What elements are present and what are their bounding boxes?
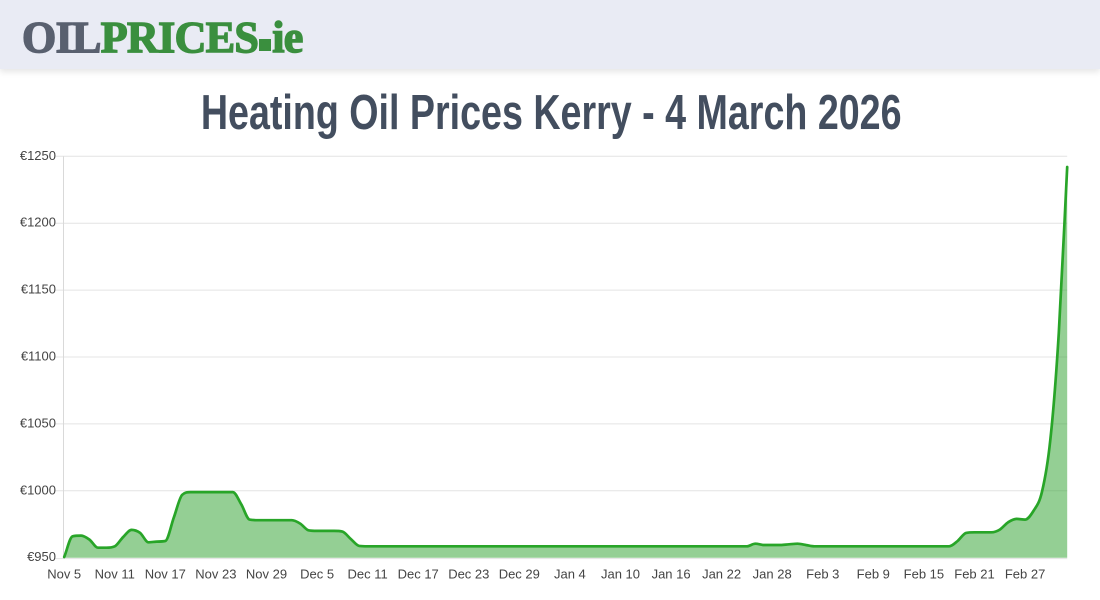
svg-text:Nov 11: Nov 11 bbox=[95, 567, 135, 582]
svg-text:Feb 21: Feb 21 bbox=[954, 567, 994, 582]
svg-text:Dec 11: Dec 11 bbox=[347, 567, 387, 582]
svg-text:Jan 22: Jan 22 bbox=[702, 567, 741, 582]
svg-text:Dec 17: Dec 17 bbox=[398, 567, 439, 582]
svg-text:Feb 3: Feb 3 bbox=[806, 567, 839, 582]
svg-text:Jan 4: Jan 4 bbox=[554, 567, 586, 582]
svg-text:Dec 29: Dec 29 bbox=[499, 567, 540, 582]
svg-text:Nov 17: Nov 17 bbox=[145, 567, 186, 582]
svg-text:€1050: €1050 bbox=[20, 415, 56, 430]
svg-text:€1250: €1250 bbox=[20, 148, 56, 163]
svg-text:Nov 23: Nov 23 bbox=[195, 567, 236, 582]
svg-text:Jan 16: Jan 16 bbox=[652, 567, 691, 582]
svg-text:€1150: €1150 bbox=[21, 282, 56, 297]
svg-text:Nov 5: Nov 5 bbox=[47, 567, 81, 582]
svg-text:€950: €950 bbox=[27, 549, 56, 564]
svg-text:Dec 5: Dec 5 bbox=[300, 567, 334, 582]
svg-text:€1000: €1000 bbox=[20, 482, 56, 497]
svg-text:Dec 23: Dec 23 bbox=[448, 567, 489, 582]
svg-text:Nov 29: Nov 29 bbox=[246, 567, 287, 582]
svg-text:Jan 10: Jan 10 bbox=[601, 567, 640, 582]
svg-text:€1100: €1100 bbox=[21, 349, 56, 364]
svg-text:€1200: €1200 bbox=[20, 215, 56, 230]
svg-text:Feb 15: Feb 15 bbox=[904, 567, 944, 582]
svg-text:Jan 28: Jan 28 bbox=[753, 567, 792, 582]
svg-text:Feb 9: Feb 9 bbox=[857, 567, 890, 582]
svg-text:Feb 27: Feb 27 bbox=[1005, 567, 1045, 582]
